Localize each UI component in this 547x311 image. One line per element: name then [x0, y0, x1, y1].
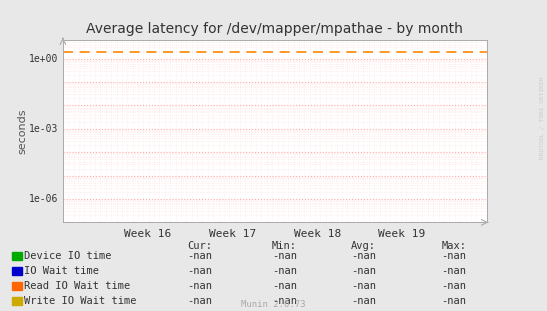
Text: -nan: -nan — [272, 266, 297, 276]
Text: -nan: -nan — [351, 251, 376, 261]
Text: Write IO Wait time: Write IO Wait time — [24, 296, 137, 306]
Text: -nan: -nan — [272, 251, 297, 261]
Text: -nan: -nan — [441, 251, 467, 261]
Text: 1e-03: 1e-03 — [30, 124, 59, 134]
Text: -nan: -nan — [351, 266, 376, 276]
Text: RRDTOOL / TOBI OETIKER: RRDTOOL / TOBI OETIKER — [539, 77, 544, 160]
Text: -nan: -nan — [187, 266, 212, 276]
Text: Max:: Max: — [441, 241, 467, 251]
Text: Munin 2.0.73: Munin 2.0.73 — [241, 300, 306, 309]
Text: -nan: -nan — [351, 296, 376, 306]
Y-axis label: seconds: seconds — [18, 109, 27, 154]
Text: Read IO Wait time: Read IO Wait time — [24, 281, 130, 291]
Text: -nan: -nan — [272, 281, 297, 291]
Text: Week 18: Week 18 — [294, 229, 341, 239]
Text: -nan: -nan — [187, 296, 212, 306]
Text: Week 19: Week 19 — [379, 229, 426, 239]
Text: -nan: -nan — [187, 281, 212, 291]
Text: -nan: -nan — [351, 281, 376, 291]
Text: Week 17: Week 17 — [209, 229, 256, 239]
Text: -nan: -nan — [272, 296, 297, 306]
Text: Avg:: Avg: — [351, 241, 376, 251]
Text: -nan: -nan — [441, 281, 467, 291]
Text: -nan: -nan — [441, 296, 467, 306]
Text: IO Wait time: IO Wait time — [24, 266, 99, 276]
Text: 1e-06: 1e-06 — [30, 194, 59, 204]
Text: Week 16: Week 16 — [124, 229, 171, 239]
Text: -nan: -nan — [187, 251, 212, 261]
Text: Min:: Min: — [272, 241, 297, 251]
Text: Cur:: Cur: — [187, 241, 212, 251]
Text: Device IO time: Device IO time — [24, 251, 112, 261]
Text: -nan: -nan — [441, 266, 467, 276]
Title: Average latency for /dev/mapper/mpathae - by month: Average latency for /dev/mapper/mpathae … — [86, 22, 463, 36]
Text: 1e+00: 1e+00 — [30, 53, 59, 64]
